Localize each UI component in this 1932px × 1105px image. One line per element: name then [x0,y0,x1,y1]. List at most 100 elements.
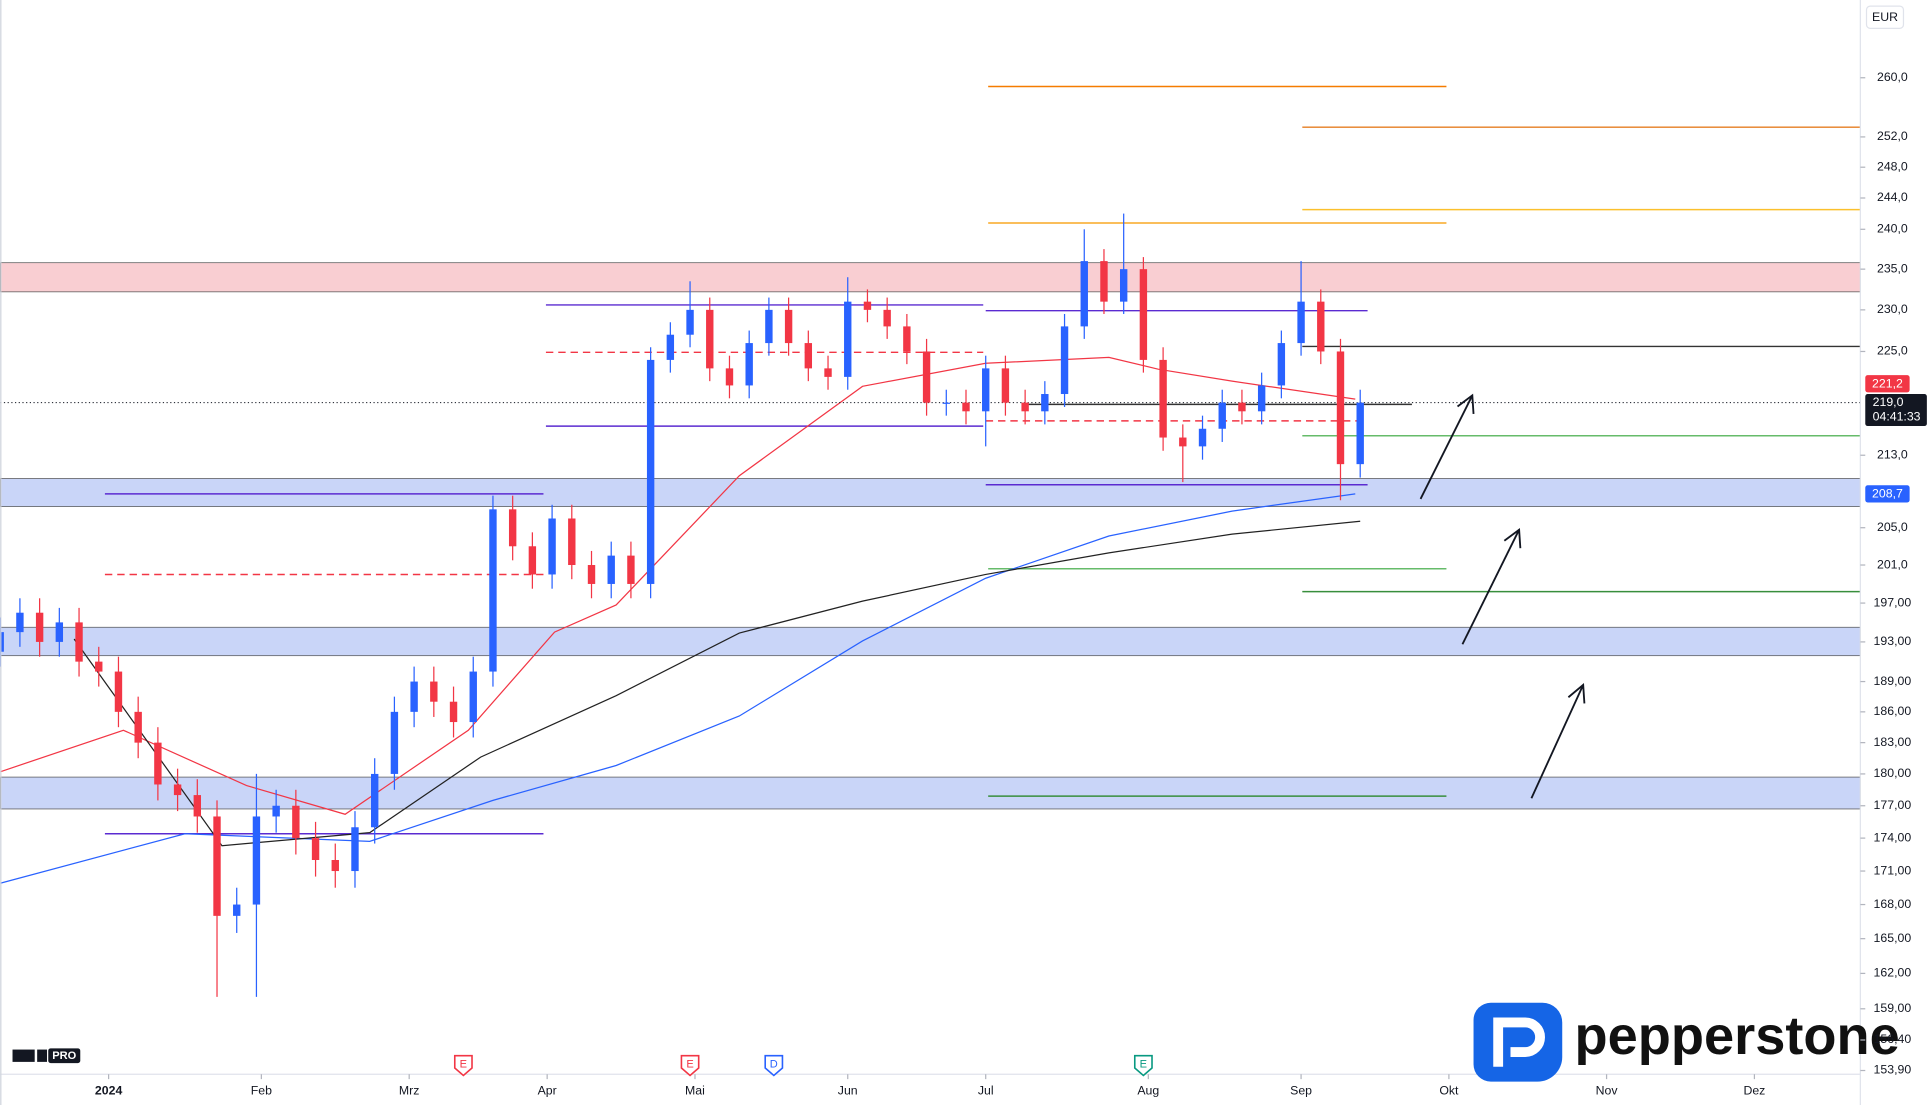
x-tick-label: Mrz [399,1084,420,1098]
event-label: E [686,1058,693,1070]
arrows [1419,393,1586,799]
candle-body [1021,402,1029,412]
candle-body [745,343,753,386]
logo-text: PRO [52,1050,76,1062]
candle-body [55,622,64,642]
candle-body [863,301,872,310]
y-tick-label: 205,0 [1877,520,1908,534]
zone [0,626,1861,657]
candle-body [1041,394,1049,412]
candle-body [213,816,221,916]
event-marker [764,1054,784,1077]
candle-body [75,622,83,662]
candle-body [311,838,320,861]
y-tick-label: 159,00 [1874,1001,1912,1015]
arrow [1530,684,1585,799]
candle-body [942,402,950,404]
candle-body [449,701,458,723]
brand-mark [1473,1002,1563,1082]
candle-body [193,795,201,817]
candle-body [607,555,615,584]
x-tick-label: Mai [685,1084,705,1098]
candle-body [173,784,182,796]
candle-body [784,309,793,344]
tv-logo: PRO [12,1048,81,1064]
candle-body [1060,326,1069,395]
candle-body [1238,402,1246,412]
y-tick-label: 177,00 [1874,798,1912,812]
y-tick-label: 183,00 [1874,735,1912,749]
candle-body [233,904,241,916]
candle-body [469,671,477,723]
candle-body [962,402,970,412]
candle-body [1198,428,1207,447]
y-tick-label: 197,00 [1874,595,1912,609]
candle-body [1218,402,1226,429]
candle-body [804,343,813,369]
y-tick-label: 248,0 [1877,159,1908,173]
y-tick-label: 168,00 [1874,897,1912,911]
zone [0,478,1861,507]
y-tick-label: 252,0 [1877,129,1908,143]
candle-body [410,681,418,712]
candle-body [824,368,832,377]
candle-body [548,518,556,575]
currency[interactable]: EUR [1872,10,1898,24]
candle-body [154,742,162,785]
y-tick-label: 174,00 [1874,830,1912,844]
candle-body [1336,351,1345,465]
candle-body [35,612,44,642]
event-label: D [770,1058,778,1070]
candle-body [252,816,261,905]
x-tick-label: Jul [978,1084,994,1098]
y-tick-label: 186,00 [1874,704,1912,718]
x-tick-label: Sep [1290,1084,1312,1098]
y-tick-label: 189,00 [1874,674,1912,688]
candle-body [765,309,773,344]
indicator-line [0,356,1356,815]
currency-box[interactable] [1865,5,1905,29]
x-tick-label: Jun [838,1084,858,1098]
candle-body [686,309,694,335]
y-tick-label: 162,00 [1874,966,1912,980]
candle-body [1119,269,1128,302]
candle-body [587,565,596,584]
price-tag [1865,375,1910,393]
y-tick-label: 156,40 [1874,1032,1912,1046]
zone [0,776,1861,810]
y-tick-label: 201,0 [1877,557,1908,571]
x-tick-label: Aug [1137,1084,1159,1098]
y-tick-label: 225,0 [1877,344,1908,358]
x-tick-label: Dez [1743,1084,1765,1098]
event-marker [680,1054,700,1077]
x-tick-label: Apr [538,1084,557,1098]
event-label: E [460,1058,467,1070]
x-tick-label: Nov [1596,1084,1619,1098]
last-price-tag [1865,394,1927,427]
indicator-line [0,493,1356,884]
candle-body [1080,261,1088,327]
zone [0,262,1861,293]
candle-body [1139,269,1148,360]
y-tick-label: 165,00 [1874,931,1912,945]
candle-body [292,805,300,839]
candle-body [16,612,24,633]
candle-body [982,368,990,412]
x-tick-label: 2024 [95,1084,123,1098]
candle-body [883,309,891,327]
candle-body [1100,261,1108,302]
y-tick-label: 193,00 [1874,634,1912,648]
y-tick-label: 230,0 [1877,302,1908,316]
logo-mark [12,1049,35,1062]
logo-badge [48,1048,81,1064]
price-tag-label: 221,2 [1872,377,1903,391]
candle-body [134,711,142,743]
candle-body [430,681,438,702]
arrow-head [1567,683,1586,704]
candle-body [528,546,537,575]
last-price-label: 219,0 [1873,395,1904,409]
price-tag-label: 208,7 [1872,487,1903,501]
candle-body [725,368,734,386]
